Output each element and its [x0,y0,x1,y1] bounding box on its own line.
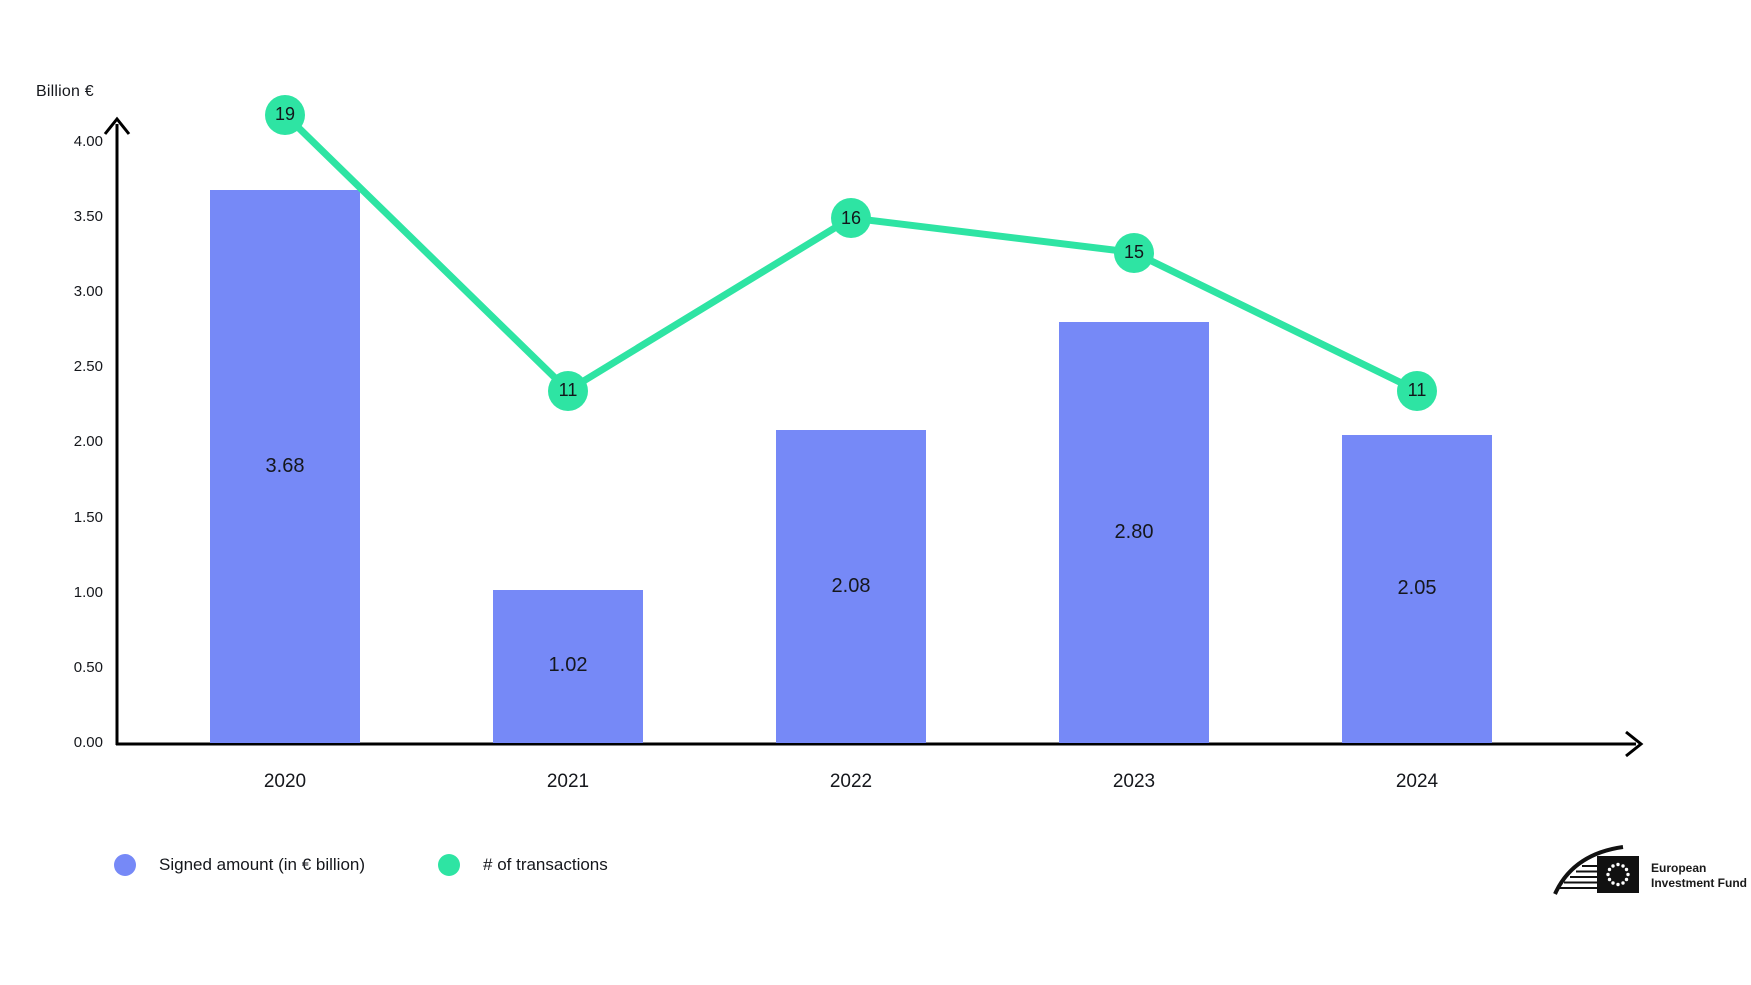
x-axis-label-2022: 2022 [829,771,873,792]
transactions-legend-dot-icon [438,854,461,876]
bar-value-label: 2.05 [1397,576,1437,599]
bar-2022 [776,430,926,743]
y-axis-arrow-icon [103,116,131,135]
x-axis-label-2021: 2021 [546,771,590,792]
transactions-marker-2024: 11 [1397,370,1437,411]
eif-logo: European Investment Fund [1553,845,1747,895]
x-axis-label-2020: 2020 [263,771,307,792]
eif-logo-text-line2: Investment Fund [1651,876,1747,890]
bar-value-label: 2.80 [1114,520,1154,543]
bar-2021 [493,589,643,743]
y-tick-label: 1.00 [73,583,103,601]
y-tick-label: 0.00 [73,733,103,751]
bar-value-label: 3.68 [265,454,305,477]
transactions-polyline [281,111,1421,394]
bar-2024 [1342,434,1492,743]
bar-value-label: 2.08 [831,574,871,597]
eif-logo-hatch-lines-icon [1559,865,1597,889]
y-tick-label: 3.00 [73,283,103,301]
y-tick-label: 3.50 [73,208,103,226]
eif-logo-arc-icon [1553,845,1624,895]
y-tick-label: 4.00 [73,133,103,150]
bar-value-label: 1.02 [548,654,588,677]
x-axis-arrow-icon [1625,730,1644,758]
eif-logo-text-line1: European [1651,861,1706,875]
y-axis-title: Billion € [36,83,94,100]
y-tick-label: 2.50 [73,358,103,376]
y-tick-label: 2.00 [73,433,103,451]
eu-flag-icon [1597,856,1639,893]
x-axis-label-2024: 2024 [1395,771,1439,792]
y-tick-label: 1.50 [73,508,103,526]
x-axis-label-2023: 2023 [1112,771,1156,792]
signed-amount-legend-dot-icon [114,854,136,876]
legend-item-signed-amount: Signed amount (in € billion) [114,854,365,876]
legend: Signed amount (in € billion) # of transa… [114,854,608,876]
transactions-marker-2021: 11 [548,370,588,411]
legend-label: # of transactions [483,855,608,874]
y-tick-label: 0.50 [73,658,103,676]
transactions-marker-2022: 16 [831,198,871,238]
eu-flag-stars-icon [1606,862,1630,887]
legend-item-transactions: # of transactions [438,854,608,876]
legend-label: Signed amount (in € billion) [159,855,366,874]
transactions-marker-2023: 15 [1114,232,1154,273]
transactions-marker-2020: 19 [265,94,305,135]
